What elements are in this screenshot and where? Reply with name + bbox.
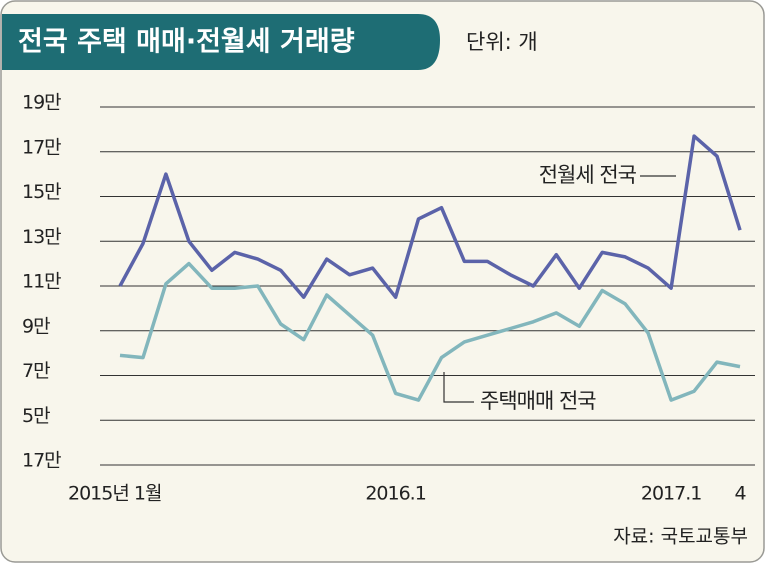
x-tick-label: 4 [734, 483, 746, 505]
chart-title: 전국 주택 매매·전월세 거래량 [18, 27, 355, 58]
series-label: 주택매매 전국 [480, 389, 596, 413]
series-line [119, 261, 741, 402]
unit-note: 단위: 개 [466, 30, 538, 54]
x-tick-label: 2017.1 [641, 483, 701, 505]
y-tick-label: 15만 [22, 181, 61, 203]
y-tick-label: 19만 [22, 92, 61, 114]
series-line [118, 134, 742, 299]
y-tick-label: 7만 [22, 360, 50, 382]
series-label: 전월세 전국 [539, 163, 637, 187]
x-tick-label: 2016.1 [365, 483, 425, 505]
y-tick-label: 11만 [22, 271, 61, 293]
leader-line [443, 372, 474, 403]
y-tick-label: 5만 [22, 405, 50, 427]
x-tick-label: 2015년 1월 [68, 483, 161, 505]
source-note: 자료: 국토교통부 [613, 526, 748, 548]
y-tick-label: 17만 [22, 136, 61, 158]
y-tick-label: 9만 [22, 315, 50, 337]
y-tick-label: 13만 [22, 226, 61, 248]
title-box [2, 14, 440, 70]
y-tick-label: 17만 [22, 450, 61, 472]
